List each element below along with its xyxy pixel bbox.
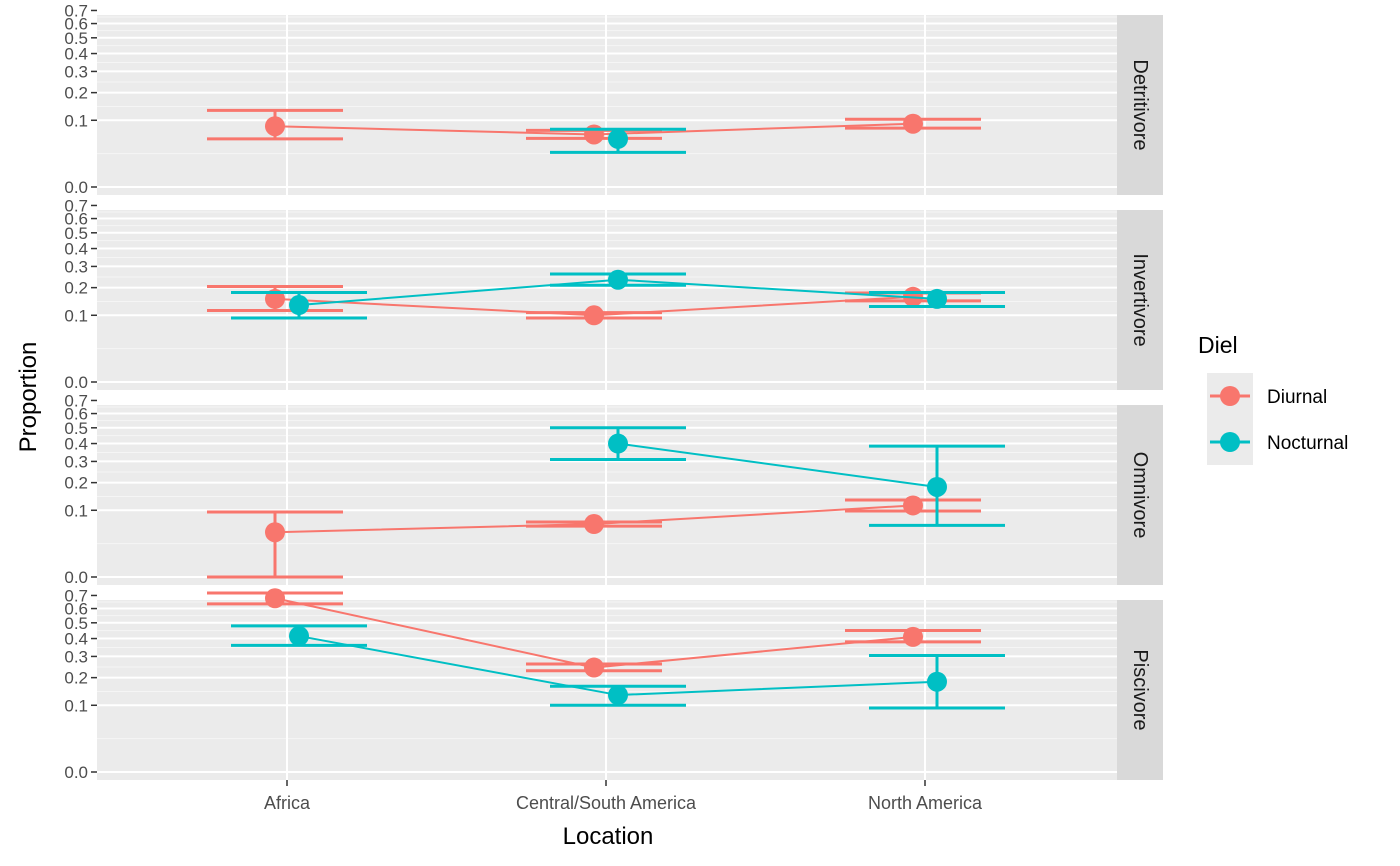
y-tick-label: 0.5 [64,224,88,243]
x-tick-label: Africa [264,793,311,813]
facet-strip-label: Detritivore [1129,59,1151,150]
y-tick-label: 0.1 [64,501,88,520]
y-tick-label: 0.6 [64,405,88,424]
data-point [265,588,285,609]
y-tick-label: 0.1 [64,696,88,715]
data-point [608,269,628,290]
series-diurnal [207,495,981,579]
data-point [584,124,604,145]
y-tick-label: 0.2 [64,279,88,298]
facet-strip-label: Piscivore [1129,649,1151,730]
series-diurnal [207,108,981,145]
data-point [584,657,604,678]
y-tick-label: 0.2 [64,669,88,688]
data-point [927,288,947,309]
x-axis: Africa Central/South America North America [264,780,983,813]
data-point [903,626,923,647]
y-tick-label: 0.4 [64,630,88,649]
x-tick-label: North America [868,793,983,813]
y-tick-label: 0.3 [64,257,88,276]
facet-strip [1117,210,1163,390]
y-tick-label: 0.7 [64,196,88,215]
series-nocturnal [550,426,1005,527]
y-tick-label: 0.0 [64,178,88,197]
legend-key-point [1220,432,1240,452]
legend-title: Diel [1198,332,1238,358]
y-tick-label: 0.5 [64,419,88,438]
legend-entry-diurnal: Diurnal [1207,373,1327,419]
y-tick-label: 0.1 [64,111,88,130]
y-tick-label: 0.4 [64,435,88,454]
facet-strip-label: Invertivore [1129,253,1151,346]
series-nocturnal [231,269,1005,320]
y-axis-title: Proportion [15,342,42,453]
y-tick-label: 0.0 [64,373,88,392]
y-tick-label: 0.5 [64,29,88,48]
y-tick-label: 0.0 [64,763,88,782]
legend-entry-nocturnal: Nocturnal [1207,419,1348,465]
y-tick-label: 0.7 [64,391,88,410]
data-point [265,116,285,137]
facet-panel-omnivore: 0.0 0.1 0.2 0.30.40.50.60.7 Omnivore [64,391,1163,587]
facet-strip [1117,405,1163,585]
y-tick-label: 0.7 [64,586,88,605]
data-point [927,671,947,692]
y-tick-label: 0.6 [64,15,88,34]
series-nocturnal [550,127,686,154]
y-tick-label: 0.0 [64,568,88,587]
series-nocturnal [231,624,1005,710]
data-point [584,514,604,535]
data-point [608,433,628,454]
data-point [903,495,923,516]
data-point [927,476,947,497]
data-point [903,113,923,134]
facet-strip [1117,15,1163,195]
y-tick-label: 0.3 [64,62,88,81]
facet-panel-piscivore: 0.0 0.1 0.2 0.30.40.50.60.7 Piscivore [64,586,1163,782]
panels-layer: 0.00.10.20.30.40.50.60.7Detritivore0.00.… [64,1,1163,782]
y-tick-label: 0.5 [64,614,88,633]
legend: Diel Diurnal Nocturnal [1198,332,1348,465]
data-point [584,305,604,326]
y-tick-label: 0.2 [64,84,88,103]
data-point [289,295,309,316]
legend-entries: Diurnal Nocturnal [1207,373,1348,465]
y-tick-label: 0.2 [64,474,88,493]
data-point [265,522,285,543]
y-tick-label: 0.3 [64,452,88,471]
series-diurnal [207,588,981,678]
y-tick-label: 0.1 [64,306,88,325]
x-axis-title: Location [563,823,654,850]
data-point [289,626,309,647]
y-tick-label: 0.4 [64,240,88,259]
legend-label: Diurnal [1267,387,1327,408]
facet-strip-label: Omnivore [1129,452,1151,539]
y-tick-label: 0.3 [64,647,88,666]
series-line [617,442,938,488]
facet-panel-invertivore: 0.0 0.1 0.2 0.30.40.50.60.7 Invertivore [64,196,1163,392]
y-tick-label: 0.7 [64,1,88,20]
y-tick-label: 0.6 [64,210,88,229]
legend-label: Nocturnal [1267,433,1348,454]
data-point [608,128,628,149]
data-point [608,685,628,706]
y-tick-label: 0.4 [64,45,88,64]
facet-strip [1117,600,1163,780]
y-tick-label: 0.6 [64,600,88,619]
legend-key-point [1220,386,1240,406]
x-tick-label: Central/South America [516,793,697,813]
facet-panel-detritivore: 0.0 0.1 0.2 0.30.40.50.60.7 Detritivore [64,1,1163,197]
